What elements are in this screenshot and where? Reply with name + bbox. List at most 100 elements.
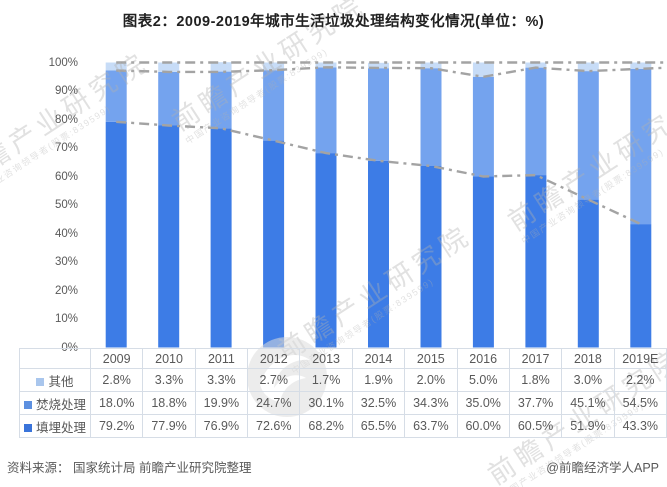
table-row: 填埋处理 79.2% 77.9% 76.9% 72.6% 68.2% 65.5% 63.7% 6… <box>19 414 667 438</box>
value-cell: 60.5% <box>508 414 563 438</box>
value-cell: 24.7% <box>247 391 301 415</box>
value-cell: 3.0% <box>561 368 615 392</box>
legend-swatch-icon <box>36 377 45 386</box>
value-cell: 3.3% <box>142 368 196 392</box>
bar-2017-焚烧处理 <box>525 67 547 175</box>
legend-label: 焚烧处理 <box>35 397 86 412</box>
bar-2010-焚烧处理 <box>158 71 180 126</box>
bar-2018-其他 <box>577 62 599 72</box>
y-axis-tick: 20% <box>54 284 78 297</box>
legend-label: 其他 <box>48 374 74 389</box>
y-axis-tick: 60% <box>54 170 78 183</box>
bar-2013-填埋处理 <box>315 153 337 348</box>
legend-cell: 填埋处理 <box>19 414 91 438</box>
y-axis-tick: 70% <box>54 142 78 154</box>
year-header: 2019E <box>613 348 667 369</box>
bar-2013-其他 <box>315 62 337 68</box>
bar-2019E-填埋处理 <box>630 224 652 348</box>
value-cell: 2.2% <box>613 368 667 392</box>
year-header: 2017 <box>508 348 563 369</box>
bar-2019E-焚烧处理 <box>630 68 652 225</box>
bar-2018-焚烧处理 <box>577 71 599 200</box>
value-cell: 72.6% <box>247 414 301 438</box>
legend-cell: 其他 <box>19 368 91 392</box>
bar-2010-填埋处理 <box>158 125 180 348</box>
bar-2017-其他 <box>525 62 547 68</box>
bar-2019E-其他 <box>630 62 652 69</box>
legend-corner-cell <box>19 348 91 369</box>
table-row: 其他 2.8% 3.3% 3.3% 2.7% 1.7% 1.9% 2.0% 5.0% 1.8% 3.… <box>19 368 667 392</box>
chart-title: 图表2：2009-2019年城市生活垃圾处理结构变化情况(单位：%) <box>122 14 545 30</box>
bar-2016-焚烧处理 <box>472 76 494 177</box>
source-note: 资料来源： 国家统计局 前瞻产业研究院整理 <box>7 461 252 475</box>
value-cell: 60.0% <box>456 414 510 438</box>
value-cell: 68.2% <box>299 414 353 438</box>
value-cell: 45.1% <box>561 391 615 415</box>
bar-2011-焚烧处理 <box>210 71 232 129</box>
y-axis-tick: 30% <box>54 256 78 268</box>
year-header: 2014 <box>351 348 406 369</box>
value-cell: 2.7% <box>247 368 301 392</box>
value-cell: 2.8% <box>89 368 144 392</box>
year-header: 2015 <box>404 348 458 369</box>
value-cell: 1.8% <box>508 368 563 392</box>
bar-2011-其他 <box>210 62 232 72</box>
y-axis-tick: 10% <box>54 313 78 325</box>
year-header: 2009 <box>89 348 144 369</box>
value-cell: 35.0% <box>456 391 510 415</box>
bar-2016-填埋处理 <box>472 176 494 348</box>
trend-line-填埋+焚烧累计 <box>116 66 665 79</box>
bar-2011-填埋处理 <box>210 128 232 348</box>
value-cell: 37.7% <box>508 391 563 415</box>
y-axis-tick: 80% <box>54 113 78 126</box>
year-header: 2013 <box>299 348 353 369</box>
bar-2017-填埋处理 <box>525 175 547 348</box>
value-cell: 76.9% <box>194 414 249 438</box>
year-header: 2011 <box>194 348 249 369</box>
bar-2009-焚烧处理 <box>105 70 127 122</box>
value-cell: 34.3% <box>404 391 458 415</box>
legend-swatch-icon <box>23 423 32 432</box>
value-cell: 54.5% <box>613 391 667 415</box>
y-axis-tick: 100% <box>48 56 78 69</box>
value-cell: 79.2% <box>89 414 144 438</box>
year-header: 2012 <box>247 348 301 369</box>
value-cell: 32.5% <box>351 391 406 415</box>
legend-cell: 焚烧处理 <box>19 391 91 415</box>
value-cell: 1.7% <box>299 368 353 392</box>
value-cell: 51.9% <box>561 414 615 438</box>
year-header: 2018 <box>561 348 615 369</box>
value-cell: 18.8% <box>142 391 196 415</box>
value-cell: 5.0% <box>456 368 510 392</box>
legend-swatch-icon <box>23 400 32 409</box>
value-cell: 19.9% <box>194 391 249 415</box>
credit-note: @前瞻经济学人APP <box>546 461 659 475</box>
bar-2018-填埋处理 <box>577 199 599 348</box>
bar-2015-填埋处理 <box>420 166 442 348</box>
value-cell: 18.0% <box>89 391 144 415</box>
bar-2014-填埋处理 <box>368 160 389 348</box>
y-axis-tick: 40% <box>54 227 78 240</box>
bar-2012-焚烧处理 <box>263 70 285 141</box>
bar-2009-其他 <box>105 62 127 71</box>
bar-2012-填埋处理 <box>263 140 285 348</box>
y-axis-tick: 90% <box>54 85 78 97</box>
year-header: 2010 <box>142 348 196 369</box>
trend-line-填埋处理 <box>116 120 642 226</box>
legend-label: 填埋处理 <box>35 420 86 435</box>
value-cell: 43.3% <box>613 414 667 438</box>
value-cell: 3.3% <box>194 368 249 392</box>
bar-2015-焚烧处理 <box>420 68 442 166</box>
value-cell: 77.9% <box>142 414 196 438</box>
bar-2016-其他 <box>472 62 494 77</box>
bar-2012-其他 <box>263 62 285 71</box>
value-cell: 1.9% <box>351 368 406 392</box>
bar-2014-其他 <box>368 62 389 69</box>
bar-2014-焚烧处理 <box>368 68 389 161</box>
bar-2010-其他 <box>158 62 180 72</box>
y-axis-tick: 50% <box>54 199 78 211</box>
value-cell: 63.7% <box>404 414 458 438</box>
